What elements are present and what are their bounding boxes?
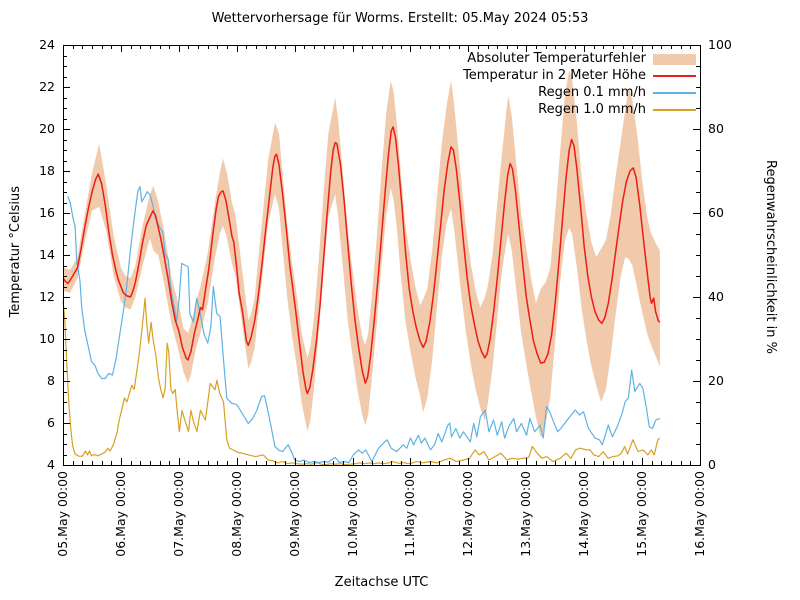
x-tick-label: 10.May 00:00 <box>344 471 360 557</box>
x-tick-label: 15.May 00:00 <box>634 471 650 557</box>
legend-label: Regen 1.0 mm/h <box>538 102 646 117</box>
x-tick-label: 06.May 00:00 <box>112 471 128 557</box>
y-axis-label-right: Regenwahrscheinlichkeit in % <box>763 160 778 354</box>
legend-band-swatch <box>653 54 696 65</box>
y-left-tick-label: 22 <box>39 79 55 94</box>
x-tick-label: 14.May 00:00 <box>576 471 592 557</box>
y-left-tick-label: 4 <box>47 457 55 472</box>
y-left-tick-label: 20 <box>39 121 55 136</box>
x-tick-label: 16.May 00:00 <box>692 471 707 557</box>
y-right-tick-label: 40 <box>708 289 724 304</box>
legend-line-swatch <box>653 75 696 77</box>
temperature-2m-line <box>62 126 661 395</box>
y-left-tick-label: 16 <box>39 205 55 220</box>
temperature-error-band-area <box>63 70 660 438</box>
x-tick-label: 11.May 00:00 <box>402 471 418 557</box>
y-right-tick-label: 20 <box>708 373 724 388</box>
x-tick-label: 12.May 00:00 <box>460 471 476 557</box>
chart-title: Wettervorhersage für Worms. Erstellt: 05… <box>211 11 589 26</box>
y-left-tick-label: 24 <box>39 37 55 52</box>
y-left-tick-label: 12 <box>39 289 55 304</box>
y-left-tick-label: 14 <box>39 247 55 262</box>
rain-0.1mmh-line <box>67 185 661 464</box>
y-right-tick-label: 100 <box>708 37 732 52</box>
x-tick-label: 05.May 00:00 <box>55 471 70 557</box>
x-tick-label: 08.May 00:00 <box>228 471 244 557</box>
legend-line-swatch <box>653 109 696 111</box>
legend-label: Absoluter Temperaturfehler <box>467 51 646 66</box>
x-axis-label: Zeitachse UTC <box>334 575 429 590</box>
rain-1.0mmh-line <box>62 297 661 466</box>
x-tick-label: 07.May 00:00 <box>170 471 186 557</box>
y-left-tick-label: 6 <box>47 415 55 430</box>
y-right-tick-label: 60 <box>708 205 724 220</box>
y-left-tick-label: 8 <box>47 373 55 388</box>
y-left-tick-label: 10 <box>39 331 55 346</box>
legend-line-swatch <box>653 92 696 94</box>
legend-label: Regen 0.1 mm/h <box>538 85 646 100</box>
y-right-tick-label: 80 <box>708 121 724 136</box>
y-right-tick-label: 0 <box>708 457 716 472</box>
y-left-tick-label: 18 <box>39 163 55 178</box>
x-tick-label: 09.May 00:00 <box>286 471 302 557</box>
x-tick-label: 13.May 00:00 <box>518 471 534 557</box>
legend-label: Temperatur in 2 Meter Höhe <box>463 68 646 83</box>
